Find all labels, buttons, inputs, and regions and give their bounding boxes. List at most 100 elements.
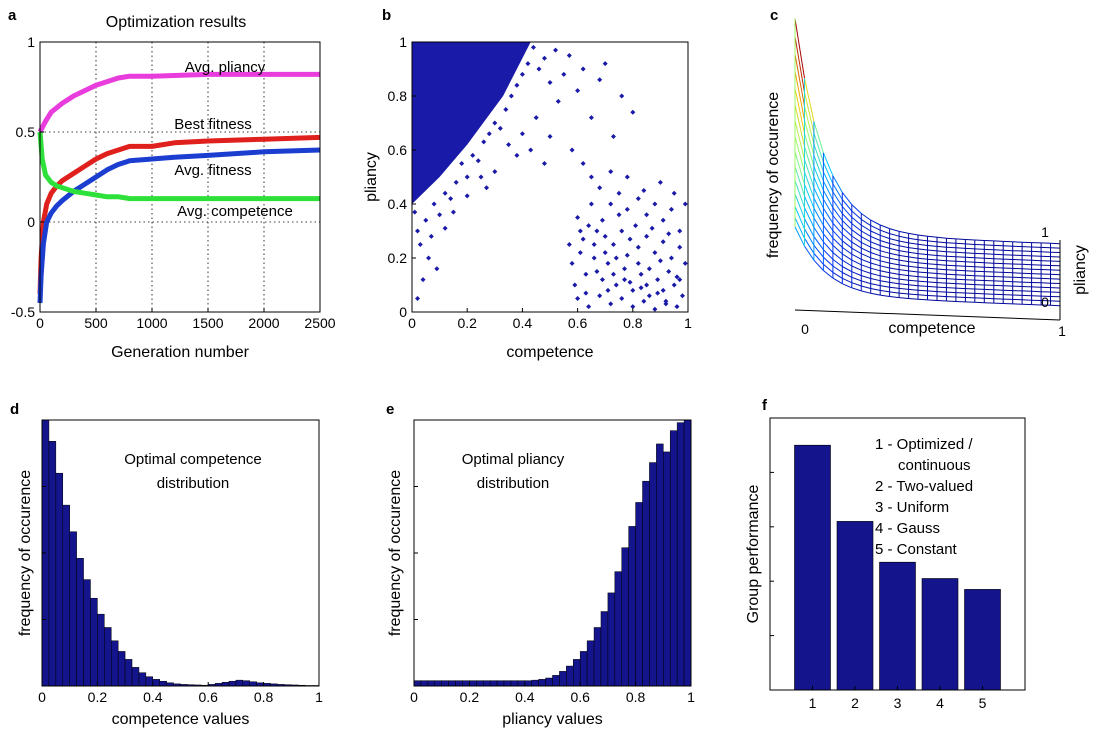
scatter-point bbox=[602, 61, 608, 67]
panel-b: 0 0.2 0.4 0.6 0.8 1 0 0.2 0.4 0.6 0.8 1 competence pl… bbox=[363, 7, 692, 361]
scatter-point bbox=[633, 223, 639, 229]
scatter-point bbox=[599, 217, 605, 223]
surface-mesh-line bbox=[927, 276, 938, 279]
surface-mesh-line bbox=[813, 166, 824, 191]
histogram-bar bbox=[117, 651, 126, 687]
surface-mesh-line bbox=[870, 219, 881, 226]
surface-mesh-line bbox=[889, 272, 900, 275]
x-tick-label: 0.4 bbox=[513, 315, 533, 331]
surface-mesh-line bbox=[889, 252, 900, 256]
scatter-point bbox=[514, 152, 520, 158]
x-tick-label: 0 bbox=[408, 315, 416, 331]
surface-mesh-line bbox=[870, 241, 881, 247]
surface-mesh-line bbox=[899, 278, 909, 281]
scatter-point bbox=[519, 71, 525, 77]
panel-label: f bbox=[762, 397, 768, 414]
surface-mesh-line bbox=[889, 267, 900, 271]
surface-mesh-line bbox=[804, 106, 815, 145]
surface-mesh-line bbox=[813, 217, 824, 235]
surface-mesh-line bbox=[842, 277, 853, 284]
x-tick-label: 0.6 bbox=[570, 689, 590, 705]
bar bbox=[921, 578, 959, 691]
surface-mesh-line bbox=[851, 265, 862, 271]
surface-mesh-line bbox=[965, 239, 975, 241]
scatter-point bbox=[417, 242, 423, 247]
surface-mesh-line bbox=[917, 298, 928, 301]
surface-mesh-line bbox=[965, 247, 975, 250]
surface-mesh-line bbox=[908, 247, 919, 250]
surface-mesh-line bbox=[917, 289, 928, 292]
surface-mesh-line bbox=[870, 262, 881, 267]
surface-mesh-line bbox=[842, 246, 853, 255]
x-tick-label: 0.2 bbox=[88, 689, 108, 705]
surface-mesh-line bbox=[984, 244, 994, 246]
surface-mesh-line bbox=[841, 233, 853, 243]
scatter-point bbox=[541, 161, 547, 166]
surface-mesh-line bbox=[955, 242, 966, 245]
surface-mesh-line bbox=[946, 282, 956, 285]
scatter-point bbox=[591, 255, 597, 261]
surface-mesh-line bbox=[823, 249, 834, 260]
surface-mesh-line bbox=[841, 220, 853, 231]
surface-mesh-line bbox=[946, 255, 956, 258]
surface-mesh-line bbox=[936, 250, 947, 253]
y-tick-label: 0.5 bbox=[16, 124, 36, 140]
surface-mesh-line bbox=[993, 249, 1004, 251]
y-tick-label: 0 bbox=[399, 304, 407, 320]
surface-mesh-line bbox=[946, 251, 956, 253]
surface-mesh-line bbox=[927, 240, 938, 243]
surface-mesh-line bbox=[880, 265, 890, 269]
scatter-point bbox=[679, 293, 685, 299]
scatter-point bbox=[583, 290, 589, 296]
scatter-point bbox=[657, 179, 663, 185]
scatter-point bbox=[464, 174, 470, 180]
surface-mesh-line bbox=[851, 259, 862, 266]
scatter-point bbox=[644, 212, 650, 218]
scatter-point bbox=[420, 277, 426, 283]
surface-mesh-line bbox=[955, 260, 966, 263]
surface-mesh-line bbox=[851, 253, 862, 260]
histogram-bar bbox=[579, 651, 588, 687]
scatter-point bbox=[450, 209, 456, 215]
surface-mesh-line bbox=[955, 287, 966, 290]
histogram-bar bbox=[434, 680, 442, 687]
surface-mesh-line bbox=[851, 229, 862, 238]
surface-mesh-line bbox=[832, 237, 843, 248]
surface-mesh-line bbox=[861, 290, 871, 294]
y-tick-label: 0 bbox=[1041, 294, 1049, 310]
panel-label: b bbox=[382, 7, 391, 24]
surface-mesh-line bbox=[794, 104, 805, 147]
scatter-point bbox=[677, 277, 683, 283]
surface-mesh-line bbox=[804, 119, 815, 156]
surface-mesh-line bbox=[870, 257, 881, 262]
histogram-bar bbox=[476, 680, 484, 687]
surface-mesh-line bbox=[832, 191, 843, 207]
surface-mesh-line bbox=[936, 241, 947, 244]
scatter-point bbox=[646, 293, 652, 299]
surface-mesh-line bbox=[870, 283, 881, 287]
scatter-point bbox=[674, 274, 680, 280]
surface-mesh-line bbox=[804, 207, 815, 228]
panel-a: Avg. pliancy Best fitness Avg. fitness Avg.… bbox=[8, 7, 336, 361]
surface-mesh-line bbox=[946, 264, 956, 267]
surface-mesh-line bbox=[946, 300, 956, 302]
scatter-point bbox=[478, 174, 484, 180]
scatter-point bbox=[508, 93, 514, 99]
histogram-bar bbox=[635, 502, 643, 687]
surface-mesh-line bbox=[936, 282, 947, 284]
surface-mesh-line bbox=[842, 283, 852, 289]
scatter-point bbox=[442, 190, 448, 196]
surface-mesh-line bbox=[832, 259, 843, 267]
surface-mesh-line bbox=[861, 258, 871, 264]
surface-mesh-line bbox=[965, 274, 975, 277]
surface-mesh-line bbox=[813, 259, 824, 271]
histogram-bar bbox=[607, 592, 616, 687]
scatter-point bbox=[575, 215, 581, 220]
scatter-point bbox=[525, 61, 531, 67]
histogram-bar bbox=[469, 680, 477, 687]
histogram-bar bbox=[559, 671, 567, 687]
surface-mesh-line bbox=[965, 256, 975, 259]
surface-mesh-line bbox=[908, 298, 919, 300]
surface-mesh-line bbox=[936, 295, 947, 298]
surface-mesh-line bbox=[804, 146, 815, 178]
